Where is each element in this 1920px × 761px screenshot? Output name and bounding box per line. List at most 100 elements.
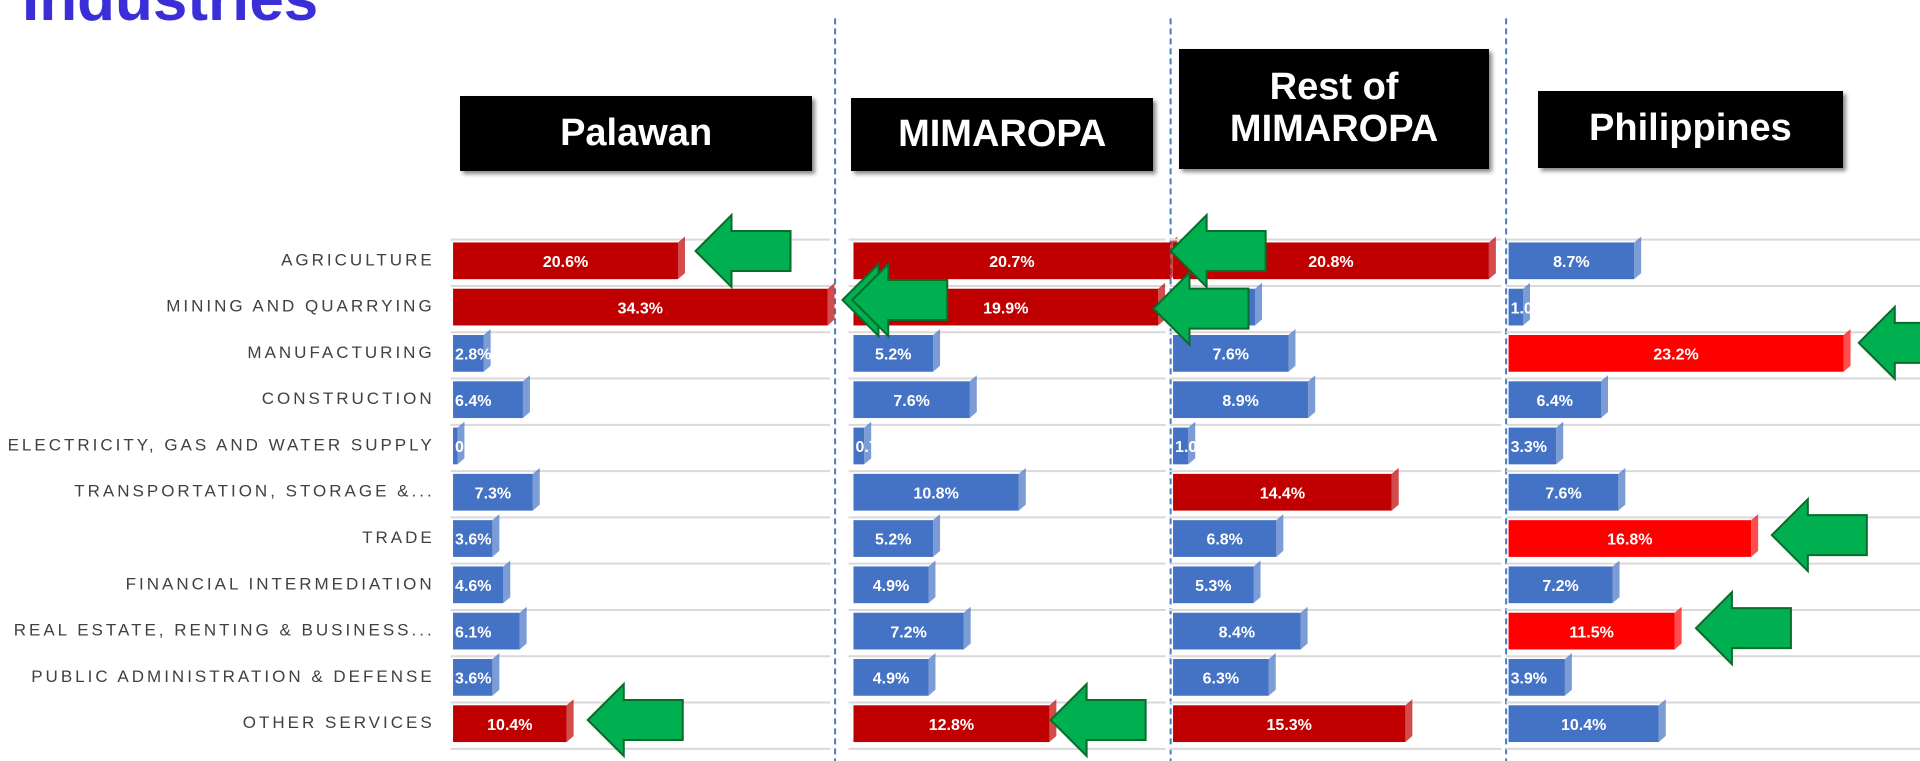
bar-side <box>1618 467 1626 511</box>
bar <box>1508 520 1752 557</box>
value-label: 8.4% <box>1219 624 1255 641</box>
bar <box>853 381 970 419</box>
bar-side <box>1634 236 1642 280</box>
bar <box>1508 705 1659 743</box>
category-label: PUBLIC ADMINISTRATION & DEFENSE <box>31 667 434 686</box>
value-label: 8.9% <box>1222 393 1258 410</box>
category-label: AGRICULTURE <box>281 250 435 269</box>
bar-side <box>827 282 835 326</box>
bar <box>853 566 929 604</box>
arrow <box>694 212 792 290</box>
arrow <box>1049 681 1147 759</box>
value-label: 3.9% <box>1511 671 1547 688</box>
value-label: 3.6% <box>455 671 491 688</box>
category-label: REAL ESTATE, RENTING & BUSINESS... <box>14 621 435 640</box>
value-label: 4.6% <box>455 578 491 595</box>
value-label: 14.4% <box>1260 485 1305 502</box>
value-label: 34.3% <box>618 300 663 317</box>
value-label: 7.2% <box>1542 578 1578 595</box>
bar <box>1508 335 1844 372</box>
value-label: 10.4% <box>487 717 532 734</box>
bar <box>1173 473 1392 511</box>
bar-side <box>1564 653 1572 696</box>
bar-side <box>522 375 530 419</box>
bar-side <box>1751 514 1759 557</box>
bar-side <box>1276 514 1284 557</box>
value-label: 0.7% <box>855 439 891 456</box>
bar-side <box>1658 699 1666 743</box>
value-label: 6.3% <box>1203 671 1239 688</box>
bar <box>1508 242 1635 280</box>
category-label: MANUFACTURING <box>247 343 434 362</box>
bar-side <box>519 606 527 650</box>
category-label: CONSTRUCTION <box>262 389 435 408</box>
bar <box>453 705 567 743</box>
bar <box>1508 288 1524 326</box>
bar-side <box>1018 467 1026 511</box>
bar-side <box>1523 282 1531 326</box>
value-label: 1.0% <box>1511 300 1547 317</box>
bar <box>1508 473 1619 511</box>
value-label: 6.1% <box>455 624 491 641</box>
arrow <box>1694 589 1792 667</box>
value-label: 4.9% <box>873 671 909 688</box>
value-label: 5.2% <box>875 532 911 549</box>
bar <box>1173 427 1189 465</box>
panel-title: Palawan <box>460 95 812 172</box>
bar <box>1173 566 1254 604</box>
value-label: 23.2% <box>1653 347 1698 364</box>
bar <box>453 288 828 326</box>
bar-side <box>1612 560 1620 604</box>
value-label: 16.8% <box>1607 532 1652 549</box>
value-label: 5.3% <box>1195 578 1231 595</box>
bar <box>453 659 493 696</box>
bar <box>853 520 934 557</box>
value-label: 7.6% <box>1545 485 1581 502</box>
value-label: 11.5% <box>1569 624 1613 641</box>
bar-side <box>1843 329 1851 372</box>
arrow <box>586 681 684 759</box>
value-label: 7.6% <box>893 393 929 410</box>
bar <box>853 427 865 465</box>
value-label: 7.6% <box>1213 347 1249 364</box>
bar-side <box>1268 653 1276 696</box>
bar-side <box>1600 375 1608 419</box>
value-label: 7.3% <box>475 485 511 502</box>
bar-side <box>1674 606 1682 650</box>
bar <box>1173 520 1277 557</box>
bar <box>453 473 533 511</box>
value-label: 20.7% <box>989 254 1034 271</box>
bar <box>453 566 504 604</box>
panel-title: Philippines <box>1537 90 1843 168</box>
bar-side <box>1556 421 1564 465</box>
bar <box>1173 612 1301 650</box>
category-label: TRANSPORTATION, STORAGE &... <box>74 482 434 501</box>
bar <box>853 659 929 696</box>
value-label: 10.8% <box>913 485 958 502</box>
bar-side <box>1253 560 1261 604</box>
bar-side <box>1405 699 1413 743</box>
bar <box>853 242 1171 280</box>
value-label: 12.8% <box>929 717 974 734</box>
bar <box>1173 381 1309 419</box>
arrow <box>1152 270 1250 347</box>
bar <box>1173 705 1406 743</box>
category-label: TRADE <box>362 528 435 547</box>
arrow <box>850 261 949 339</box>
bar <box>1173 659 1269 696</box>
bar <box>853 335 934 372</box>
bar <box>453 381 523 419</box>
arrow <box>1169 212 1267 290</box>
bar-side <box>1300 606 1308 650</box>
value-label: 0.4% <box>455 439 491 456</box>
bar-side <box>1488 236 1496 280</box>
bar-side <box>928 560 936 604</box>
value-label: 3.6% <box>455 532 491 549</box>
panel-title: Rest of MIMAROPA <box>1179 48 1489 169</box>
value-label: 7.2% <box>890 624 926 641</box>
bar-side <box>963 606 971 650</box>
bar-side <box>532 467 540 511</box>
bar <box>1173 335 1289 372</box>
bar-side <box>566 699 574 743</box>
